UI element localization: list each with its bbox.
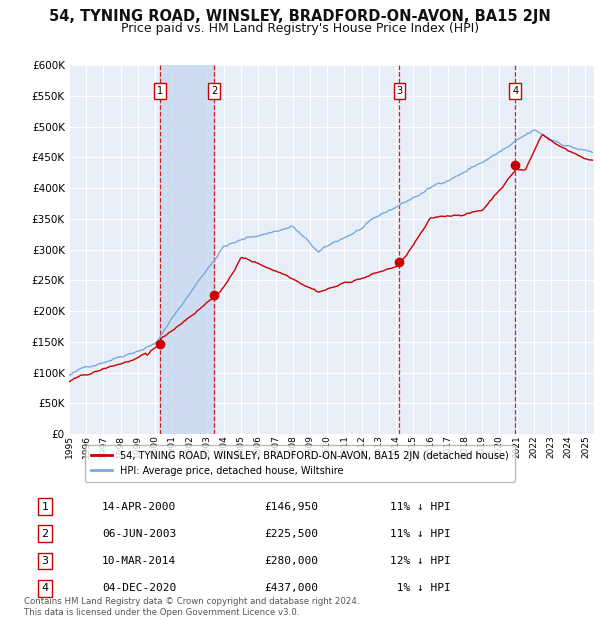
Text: 1: 1 (41, 502, 49, 512)
Text: 11% ↓ HPI: 11% ↓ HPI (390, 529, 451, 539)
Text: £146,950: £146,950 (264, 502, 318, 512)
Text: 11% ↓ HPI: 11% ↓ HPI (390, 502, 451, 512)
Text: 3: 3 (396, 86, 403, 96)
Text: 1: 1 (157, 86, 163, 96)
Text: £280,000: £280,000 (264, 556, 318, 566)
Text: 12% ↓ HPI: 12% ↓ HPI (390, 556, 451, 566)
Text: 4: 4 (512, 86, 518, 96)
Text: £225,500: £225,500 (264, 529, 318, 539)
Bar (160, 65, 214, 434)
Text: 4: 4 (41, 583, 49, 593)
Text: Price paid vs. HM Land Registry's House Price Index (HPI): Price paid vs. HM Land Registry's House … (121, 22, 479, 35)
Text: 04-DEC-2020: 04-DEC-2020 (102, 583, 176, 593)
Text: 10-MAR-2014: 10-MAR-2014 (102, 556, 176, 566)
Legend: 54, TYNING ROAD, WINSLEY, BRADFORD-ON-AVON, BA15 2JN (detached house), HPI: Aver: 54, TYNING ROAD, WINSLEY, BRADFORD-ON-AV… (85, 445, 515, 482)
Text: £437,000: £437,000 (264, 583, 318, 593)
Text: 06-JUN-2003: 06-JUN-2003 (102, 529, 176, 539)
Text: 2: 2 (211, 86, 217, 96)
Text: 2: 2 (41, 529, 49, 539)
Text: 1% ↓ HPI: 1% ↓ HPI (390, 583, 451, 593)
Text: 54, TYNING ROAD, WINSLEY, BRADFORD-ON-AVON, BA15 2JN: 54, TYNING ROAD, WINSLEY, BRADFORD-ON-AV… (49, 9, 551, 24)
Text: 14-APR-2000: 14-APR-2000 (102, 502, 176, 512)
Text: 3: 3 (41, 556, 49, 566)
Text: Contains HM Land Registry data © Crown copyright and database right 2024.
This d: Contains HM Land Registry data © Crown c… (24, 598, 359, 617)
